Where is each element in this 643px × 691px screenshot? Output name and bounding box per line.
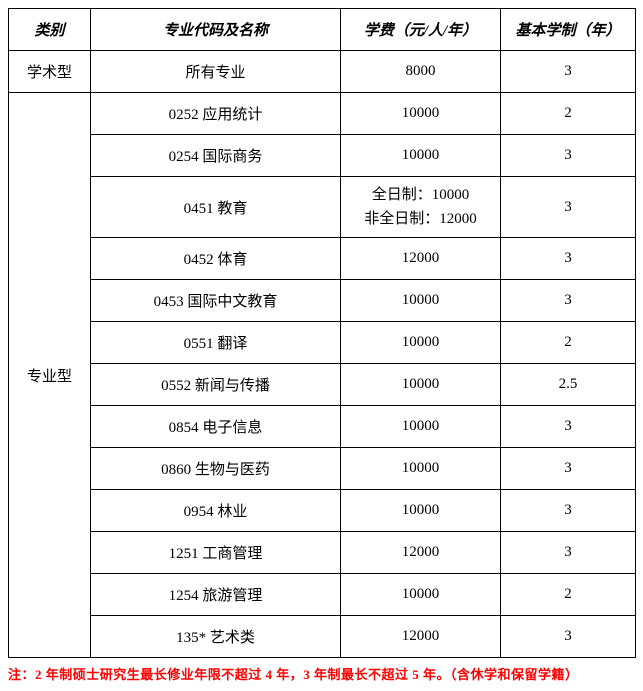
footnote: 注：2 年制硕士研究生最长修业年限不超过 4 年，3 年制最长不超过 5 年。（…	[8, 664, 635, 683]
header-duration: 基本学制（年）	[501, 9, 636, 51]
tuition-cell: 10000	[341, 364, 501, 406]
duration-cell: 3	[501, 177, 636, 238]
table-row: 专业型 0252 应用统计 10000 2	[9, 93, 636, 135]
duration-cell: 3	[501, 490, 636, 532]
tuition-cell-multiline: 全日制：10000 非全日制：12000	[341, 177, 501, 238]
tuition-line1: 全日制：10000	[341, 183, 500, 207]
duration-cell: 3	[501, 616, 636, 658]
category-academic: 学术型	[9, 51, 91, 93]
tuition-table: 类别 专业代码及名称 学费（元/人/年） 基本学制（年） 学术型 所有专业 80…	[8, 8, 636, 658]
duration-cell: 3	[501, 51, 636, 93]
table-row: 1254 旅游管理 10000 2	[9, 574, 636, 616]
major-cell: 0254 国际商务	[91, 135, 341, 177]
table-row: 135* 艺术类 12000 3	[9, 616, 636, 658]
major-cell: 0860 生物与医药	[91, 448, 341, 490]
tuition-cell: 12000	[341, 238, 501, 280]
table-row: 学术型 所有专业 8000 3	[9, 51, 636, 93]
major-cell: 1251 工商管理	[91, 532, 341, 574]
major-cell: 1254 旅游管理	[91, 574, 341, 616]
tuition-cell: 10000	[341, 406, 501, 448]
table-row: 0453 国际中文教育 10000 3	[9, 280, 636, 322]
table-row: 0254 国际商务 10000 3	[9, 135, 636, 177]
table-row: 0954 林业 10000 3	[9, 490, 636, 532]
tuition-cell: 10000	[341, 448, 501, 490]
tuition-cell: 10000	[341, 322, 501, 364]
table-row: 0860 生物与医药 10000 3	[9, 448, 636, 490]
table-row: 0854 电子信息 10000 3	[9, 406, 636, 448]
major-cell: 0453 国际中文教育	[91, 280, 341, 322]
tuition-cell: 12000	[341, 532, 501, 574]
major-cell: 0552 新闻与传播	[91, 364, 341, 406]
major-cell: 0451 教育	[91, 177, 341, 238]
tuition-cell: 8000	[341, 51, 501, 93]
tuition-cell: 10000	[341, 490, 501, 532]
duration-cell: 3	[501, 532, 636, 574]
duration-cell: 3	[501, 135, 636, 177]
major-cell: 所有专业	[91, 51, 341, 93]
duration-cell: 2	[501, 93, 636, 135]
tuition-line2: 非全日制：12000	[341, 207, 500, 231]
duration-cell: 3	[501, 280, 636, 322]
category-professional: 专业型	[9, 93, 91, 658]
duration-cell: 2	[501, 322, 636, 364]
major-cell: 0452 体育	[91, 238, 341, 280]
duration-cell: 3	[501, 238, 636, 280]
duration-cell: 2	[501, 574, 636, 616]
tuition-cell: 10000	[341, 135, 501, 177]
table-row: 0551 翻译 10000 2	[9, 322, 636, 364]
header-category: 类别	[9, 9, 91, 51]
tuition-cell: 10000	[341, 574, 501, 616]
major-cell: 0854 电子信息	[91, 406, 341, 448]
table-row: 0451 教育 全日制：10000 非全日制：12000 3	[9, 177, 636, 238]
major-cell: 0252 应用统计	[91, 93, 341, 135]
table-row: 0452 体育 12000 3	[9, 238, 636, 280]
major-cell: 135* 艺术类	[91, 616, 341, 658]
table-row: 1251 工商管理 12000 3	[9, 532, 636, 574]
header-major: 专业代码及名称	[91, 9, 341, 51]
tuition-cell: 12000	[341, 616, 501, 658]
header-tuition: 学费（元/人/年）	[341, 9, 501, 51]
table-header-row: 类别 专业代码及名称 学费（元/人/年） 基本学制（年）	[9, 9, 636, 51]
duration-cell: 2.5	[501, 364, 636, 406]
duration-cell: 3	[501, 406, 636, 448]
table-row: 0552 新闻与传播 10000 2.5	[9, 364, 636, 406]
tuition-cell: 10000	[341, 280, 501, 322]
major-cell: 0551 翻译	[91, 322, 341, 364]
tuition-cell: 10000	[341, 93, 501, 135]
duration-cell: 3	[501, 448, 636, 490]
major-cell: 0954 林业	[91, 490, 341, 532]
